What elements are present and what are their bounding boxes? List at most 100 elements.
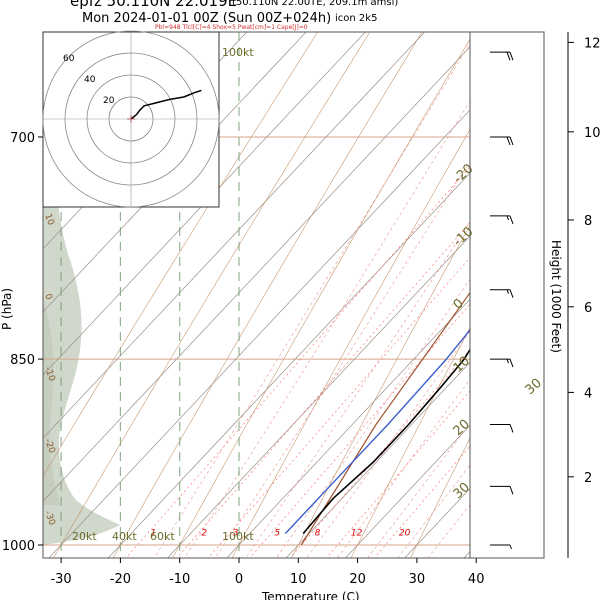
profiles	[284, 291, 470, 546]
title-line2: Mon 2024-01-01 00Z (Sun 00Z+024h)	[82, 11, 331, 26]
pressure-tick-label: 850	[10, 353, 35, 368]
mixing-ratio-line	[289, 349, 470, 558]
title-line1: epfz 50.110N 22.019E	[70, 0, 237, 10]
pressure-tick-label: 1000	[2, 539, 35, 554]
hodograph-ring-label: 40	[84, 75, 96, 85]
dry-adiabat-line	[231, 128, 470, 558]
axes: 1502002503004005007008501000-30-20-10010…	[2, 131, 485, 587]
kt-label-bottom: 40kt	[112, 530, 137, 543]
wind-barb-half	[506, 358, 509, 364]
height-tick-label: 8	[584, 214, 592, 229]
indices-line: Pbl=948 Tlcl[C]=4 Shox=5 Pwat[cm]=1 Cape…	[155, 24, 308, 31]
height-tick-label: 6	[584, 301, 592, 316]
wind-barb	[490, 358, 514, 368]
mixing-ratio-line	[125, 166, 470, 558]
moist-adiabat-line	[214, 160, 470, 558]
temperature-tick-label: -10	[169, 572, 190, 587]
moist-adiabat-line	[184, 100, 470, 558]
hodograph: 20 40 60	[42, 30, 220, 208]
wind-barb-full	[509, 486, 514, 495]
temperature-tick-label: 10	[290, 572, 307, 587]
isotherm-line	[404, 487, 470, 558]
height-tick-label: 10	[584, 126, 600, 141]
isotherm-label: 0	[451, 296, 467, 313]
height-tick-label: 12	[584, 36, 600, 51]
moist-adiabat-line	[245, 221, 470, 558]
wind-barb-half	[506, 289, 509, 294]
wind-barbs	[490, 51, 514, 550]
dry-adiabat-label: 0	[42, 293, 53, 302]
mixing-ratio-line	[249, 303, 470, 558]
isotherm-line	[107, 172, 470, 558]
hodograph-trace	[130, 89, 202, 120]
mixing-ratio-label: 5	[274, 529, 280, 539]
mixing-ratio-label: 8	[315, 529, 321, 539]
wind-barb	[490, 289, 514, 298]
wind-barb	[490, 544, 512, 550]
moist-adiabat-line	[397, 464, 470, 558]
isotherm-line	[48, 109, 470, 558]
title-line1-small: (50.110N 22.00TE, 209.1m amsl)	[232, 0, 398, 8]
dry-adiabat-line	[291, 224, 470, 558]
temperature-tick-label: -30	[50, 572, 71, 587]
kt-label-top: 100kt	[222, 46, 254, 59]
wind-barb-full	[506, 52, 511, 61]
wind-panel-frame	[469, 31, 545, 559]
wind-barb	[490, 215, 514, 225]
pressure-tick-label: 700	[10, 131, 35, 146]
kt-label-bottom: 60kt	[150, 530, 175, 543]
kt-label-bottom: 100kt	[222, 530, 254, 543]
mixing-ratio-label: 12	[351, 529, 363, 539]
wind-barb-full	[506, 136, 511, 146]
wind-barb	[490, 136, 514, 146]
mixing-ratio-label: 2	[201, 529, 207, 539]
moist-adiabat-line	[275, 278, 470, 558]
dry-adiabat-label: -20	[42, 438, 57, 455]
height-tick-label: 4	[584, 386, 592, 401]
wind-barb-full	[509, 358, 514, 368]
hodograph-ring-label: 60	[63, 54, 75, 64]
wind-barb-full	[509, 424, 514, 433]
mixing-ratio-label: 3	[233, 529, 239, 539]
mixing-ratio-label: 1	[151, 529, 157, 539]
height-tick-label: 2	[584, 471, 592, 486]
height-axis-title: Height (1000 Feet)	[549, 240, 563, 353]
x-axis-title: Temperature (C)	[261, 590, 360, 600]
wind-barb-half	[509, 544, 512, 550]
model-label: icon 2k5	[335, 13, 377, 24]
parcel-profile-line	[300, 291, 470, 546]
hodograph-ring-label: 20	[103, 96, 115, 106]
temperature-profile-line	[302, 348, 470, 535]
temperature-tick-label: 0	[235, 572, 243, 587]
dry-adiabat-label: -30	[42, 510, 57, 527]
dry-adiabat-line	[53, 32, 371, 558]
mixing-ratio-line	[176, 222, 470, 558]
wind-barb-half	[506, 215, 509, 221]
dry-adiabat-line	[469, 557, 470, 558]
mixing-ratio-label: 20	[399, 529, 411, 539]
wind-barb	[490, 423, 514, 433]
dry-adiabat-label: -10	[42, 366, 57, 383]
isotherm-label: 30	[523, 376, 545, 398]
wind-barb-full	[509, 52, 514, 61]
isotherm-label: -20	[451, 161, 477, 186]
wind-barb-full	[509, 215, 514, 225]
wind-barb	[490, 51, 514, 61]
moist-adiabat-line	[306, 330, 470, 558]
wind-barb	[490, 485, 514, 495]
y-axis-title: P (hPa)	[0, 288, 14, 330]
dry-adiabat-line	[350, 327, 470, 558]
dry-adiabat-label: 10	[42, 213, 55, 227]
isotherm-line	[285, 361, 470, 558]
dry-adiabat-line	[172, 38, 470, 558]
moist-adiabat-line	[336, 378, 470, 558]
isotherm-line	[226, 298, 470, 558]
temperature-tick-label: 20	[349, 572, 366, 587]
